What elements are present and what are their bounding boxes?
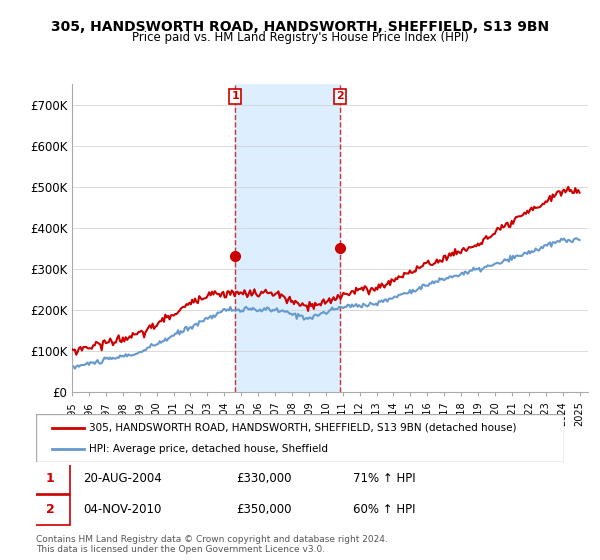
Text: 1: 1 — [231, 91, 239, 101]
Text: 1: 1 — [46, 473, 55, 486]
Text: 305, HANDSWORTH ROAD, HANDSWORTH, SHEFFIELD, S13 9BN (detached house): 305, HANDSWORTH ROAD, HANDSWORTH, SHEFFI… — [89, 423, 516, 433]
Text: £350,000: £350,000 — [236, 503, 292, 516]
Bar — [235, 84, 340, 392]
Text: HPI: Average price, detached house, Sheffield: HPI: Average price, detached house, Shef… — [89, 444, 328, 454]
Text: Price paid vs. HM Land Registry's House Price Index (HPI): Price paid vs. HM Land Registry's House … — [131, 31, 469, 44]
Text: 71% ↑ HPI: 71% ↑ HPI — [353, 473, 415, 486]
FancyBboxPatch shape — [31, 464, 70, 494]
FancyBboxPatch shape — [31, 495, 70, 525]
FancyBboxPatch shape — [36, 414, 564, 462]
Text: 2: 2 — [336, 91, 344, 101]
Text: Contains HM Land Registry data © Crown copyright and database right 2024.
This d: Contains HM Land Registry data © Crown c… — [36, 535, 388, 554]
Text: £330,000: £330,000 — [236, 473, 292, 486]
Text: 20-AUG-2004: 20-AUG-2004 — [83, 473, 162, 486]
Text: 04-NOV-2010: 04-NOV-2010 — [83, 503, 162, 516]
Text: 2: 2 — [46, 503, 55, 516]
Text: 60% ↑ HPI: 60% ↑ HPI — [353, 503, 415, 516]
Text: 305, HANDSWORTH ROAD, HANDSWORTH, SHEFFIELD, S13 9BN: 305, HANDSWORTH ROAD, HANDSWORTH, SHEFFI… — [51, 20, 549, 34]
